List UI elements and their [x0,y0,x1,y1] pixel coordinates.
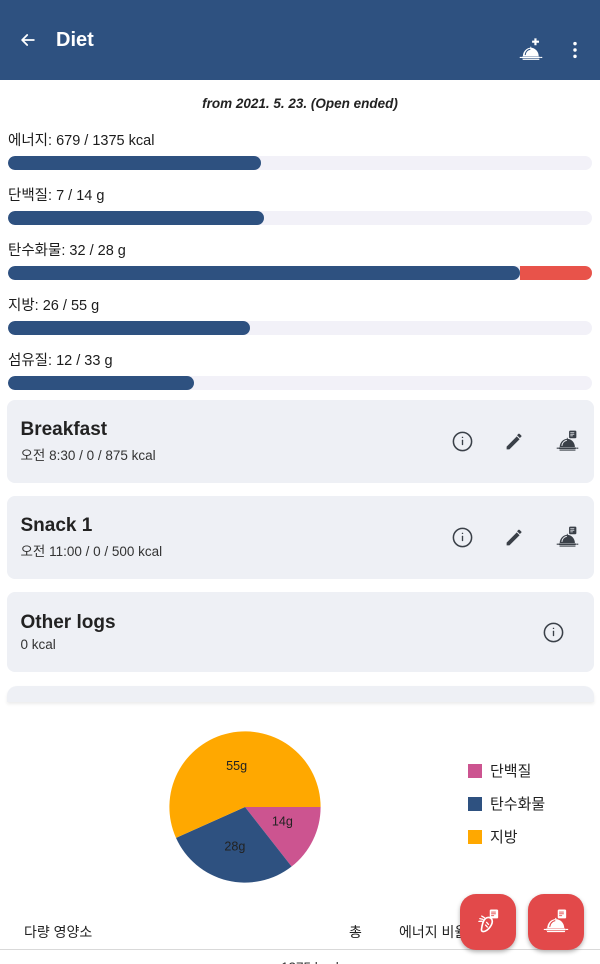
svg-text:14g: 14g [272,814,293,828]
svg-text:28g: 28g [224,840,245,854]
svg-text:55g: 55g [226,759,247,773]
